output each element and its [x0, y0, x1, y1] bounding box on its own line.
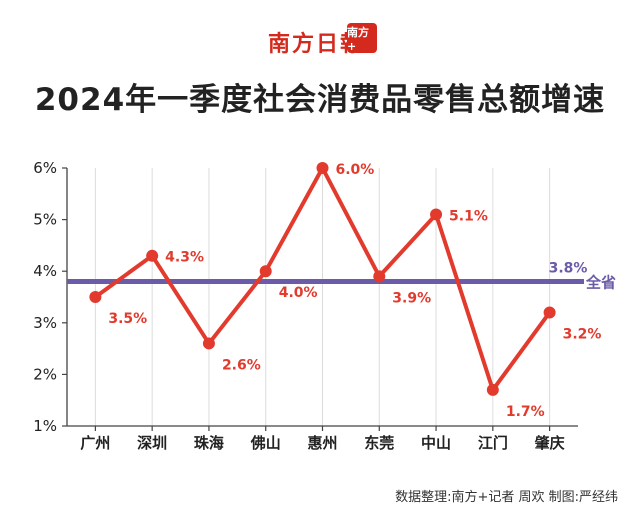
reference-value-label: 3.8% [549, 261, 588, 277]
data-point [146, 249, 159, 262]
x-tick-label: 惠州 [307, 434, 337, 452]
brand-logo: 南方日報 南方+ [0, 18, 640, 58]
data-label: 5.1% [449, 208, 488, 224]
data-point [259, 265, 272, 278]
data-label: 4.3% [165, 250, 204, 266]
chart-title: 2024年一季度社会消费品零售总额增速 [34, 82, 606, 118]
data-point [202, 337, 215, 350]
x-tick-label: 珠海 [194, 434, 224, 452]
data-label: 6.0% [336, 162, 375, 178]
x-tick-label: 中山 [421, 434, 451, 452]
logo-badge: 南方+ [347, 23, 377, 53]
reference-name-label: 全省 [585, 274, 616, 292]
y-tick-label: 4% [33, 262, 57, 280]
data-point [486, 383, 499, 396]
y-tick-label: 5% [33, 211, 57, 229]
x-tick-label: 东莞 [364, 434, 394, 452]
data-point [543, 306, 556, 319]
data-label: 3.2% [563, 326, 602, 342]
x-tick-label: 广州 [80, 434, 110, 452]
data-point [89, 291, 102, 303]
x-tick-label: 深圳 [137, 434, 167, 452]
x-tick-label: 江门 [478, 434, 508, 452]
data-label: 3.5% [108, 311, 147, 327]
data-point [430, 208, 443, 221]
y-tick-label: 2% [33, 365, 57, 383]
data-point [373, 270, 386, 283]
x-tick-label: 肇庆 [534, 434, 565, 452]
y-tick-label: 6% [33, 159, 57, 177]
data-label: 4.0% [279, 285, 318, 301]
data-credit: 数据整理:南方+记者 周欢 制图:严经纬 [395, 490, 618, 505]
data-label: 2.6% [222, 357, 261, 373]
y-tick-label: 3% [33, 314, 57, 332]
data-label: 1.7% [506, 404, 545, 420]
data-point [316, 162, 329, 174]
x-tick-label: 佛山 [250, 434, 281, 452]
data-label: 3.9% [392, 290, 431, 306]
y-tick-label: 1% [33, 417, 57, 435]
logo-text: 南方日報 [268, 31, 365, 57]
